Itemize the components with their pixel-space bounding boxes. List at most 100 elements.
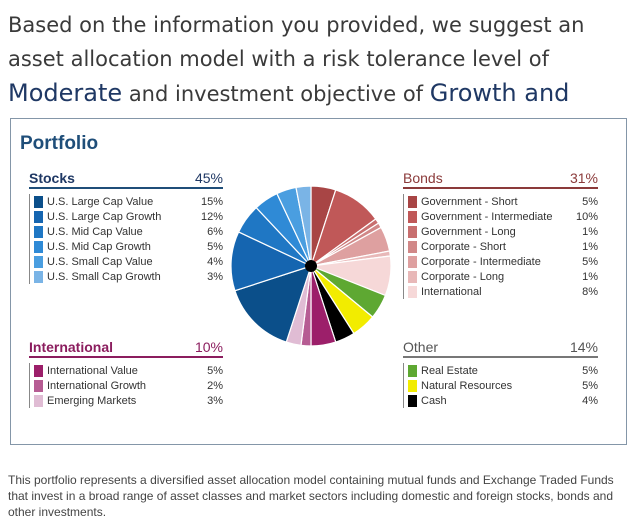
legend-row: International Value 5% [34, 363, 223, 378]
legend-label: Government - Intermediate [421, 210, 553, 223]
legend-value: 4% [207, 255, 223, 268]
legend-swatch [408, 210, 417, 223]
other-list: Real Estate 5% Natural Resources 5% Cash 4% [403, 363, 598, 408]
pie-slice [295, 185, 312, 267]
legend-value: 5% [582, 379, 598, 392]
legend-label: U.S. Small Cap Growth [47, 270, 161, 283]
legend-value: 5% [582, 195, 598, 208]
legend-row: U.S. Mid Cap Growth 5% [34, 239, 223, 254]
portfolio-panel: Portfolio Stocks 45% U.S. Large Cap Valu… [10, 118, 627, 445]
legend-row: U.S. Mid Cap Value 6% [34, 224, 223, 239]
legend-label: U.S. Large Cap Value [47, 195, 154, 208]
legend-value: 4% [582, 394, 598, 407]
legend-swatch [34, 240, 43, 253]
legend-swatch [34, 225, 43, 238]
bonds-header: Bonds 31% [403, 168, 598, 189]
legend-row: Corporate - Short 1% [408, 239, 598, 254]
international-total: 10% [194, 339, 223, 355]
legend-swatch [408, 379, 417, 392]
legend-label: International [421, 285, 482, 298]
legend-label: International Value [47, 364, 138, 377]
legend-value: 5% [207, 240, 223, 253]
legend-swatch [34, 255, 43, 268]
legend-value: 3% [207, 270, 223, 283]
legend-row: U.S. Small Cap Value 4% [34, 254, 223, 269]
legend-value: 5% [207, 364, 223, 377]
legend-label: U.S. Mid Cap Growth [47, 240, 151, 253]
legend-label: Cash [421, 394, 447, 407]
legend-row: Cash 4% [408, 393, 598, 408]
legend-value: 8% [582, 285, 598, 298]
bonds-section: Bonds 31% Government - Short 5% Government… [403, 168, 598, 299]
legend-value: 3% [207, 394, 223, 407]
legend-value: 5% [582, 255, 598, 268]
legend-swatch [408, 285, 417, 298]
international-name: International [29, 339, 114, 355]
legend-value: 6% [207, 225, 223, 238]
bonds-total: 31% [569, 170, 598, 186]
legend-label: Government - Short [421, 195, 518, 208]
legend-swatch [408, 394, 417, 407]
legend-row: Government - Long 1% [408, 224, 598, 239]
legend-swatch [408, 364, 417, 377]
legend-label: U.S. Large Cap Growth [47, 210, 162, 223]
legend-swatch [34, 364, 43, 377]
legend-label: International Growth [47, 379, 147, 392]
legend-row: U.S. Large Cap Value 15% [34, 194, 223, 209]
legend-label: Natural Resources [421, 379, 513, 392]
legend-swatch [408, 195, 417, 208]
legend-label: Corporate - Long [421, 270, 505, 283]
other-total: 14% [569, 339, 598, 355]
legend-label: U.S. Mid Cap Value [47, 225, 143, 238]
legend-label: U.S. Small Cap Value [47, 255, 153, 268]
portfolio-title: Portfolio [20, 133, 99, 154]
headline-text-1: Based on the information you provided, w… [8, 13, 585, 71]
recommendation-headline: Based on the information you provided, w… [8, 8, 633, 146]
legend-value: 1% [582, 240, 598, 253]
legend-swatch [408, 270, 417, 283]
other-section: Other 14% Real Estate 5% Natural Resources… [403, 337, 598, 408]
legend-label: Corporate - Short [421, 240, 506, 253]
legend-row: Emerging Markets 3% [34, 393, 223, 408]
other-name: Other [403, 339, 439, 355]
stocks-list: U.S. Large Cap Value 15% U.S. Large Cap Gr… [29, 194, 223, 284]
stocks-total: 45% [194, 170, 223, 186]
legend-row: International 8% [408, 284, 598, 299]
legend-swatch [34, 270, 43, 283]
legend-value: 12% [200, 210, 223, 223]
other-header: Other 14% [403, 337, 598, 358]
legend-row: U.S. Large Cap Growth 12% [34, 209, 223, 224]
stocks-header: Stocks 45% [29, 168, 223, 189]
portfolio-description: This portfolio represents a diversified … [8, 473, 614, 519]
legend-value: 15% [200, 195, 223, 208]
international-header: International 10% [29, 337, 223, 358]
legend-label: Corporate - Intermediate [421, 255, 541, 268]
allocation-pie-chart [230, 185, 392, 347]
international-section: International 10% International Value 5% I… [29, 337, 223, 408]
pie-slice [230, 231, 313, 292]
legend-row: Corporate - Long 1% [408, 269, 598, 284]
legend-row: Real Estate 5% [408, 363, 598, 378]
legend-swatch [34, 210, 43, 223]
legend-swatch [408, 225, 417, 238]
legend-label: Real Estate [421, 364, 478, 377]
risk-tolerance-value: Moderate [8, 79, 123, 107]
international-list: International Value 5% International Growt… [29, 363, 223, 408]
stocks-name: Stocks [29, 170, 75, 186]
legend-row: U.S. Small Cap Growth 3% [34, 269, 223, 284]
legend-value: 1% [582, 270, 598, 283]
headline-text-2: and investment objective of [122, 82, 430, 106]
bonds-name: Bonds [403, 170, 443, 186]
legend-value: 10% [575, 210, 598, 223]
legend-swatch [408, 240, 417, 253]
legend-swatch [34, 195, 43, 208]
legend-row: Natural Resources 5% [408, 378, 598, 393]
legend-row: International Growth 2% [34, 378, 223, 393]
legend-swatch [34, 394, 43, 407]
legend-label: Government - Long [421, 225, 516, 238]
legend-row: Corporate - Intermediate 5% [408, 254, 598, 269]
legend-swatch [34, 379, 43, 392]
legend-row: Government - Intermediate 10% [408, 209, 598, 224]
legend-value: 5% [582, 364, 598, 377]
legend-label: Emerging Markets [47, 394, 137, 407]
